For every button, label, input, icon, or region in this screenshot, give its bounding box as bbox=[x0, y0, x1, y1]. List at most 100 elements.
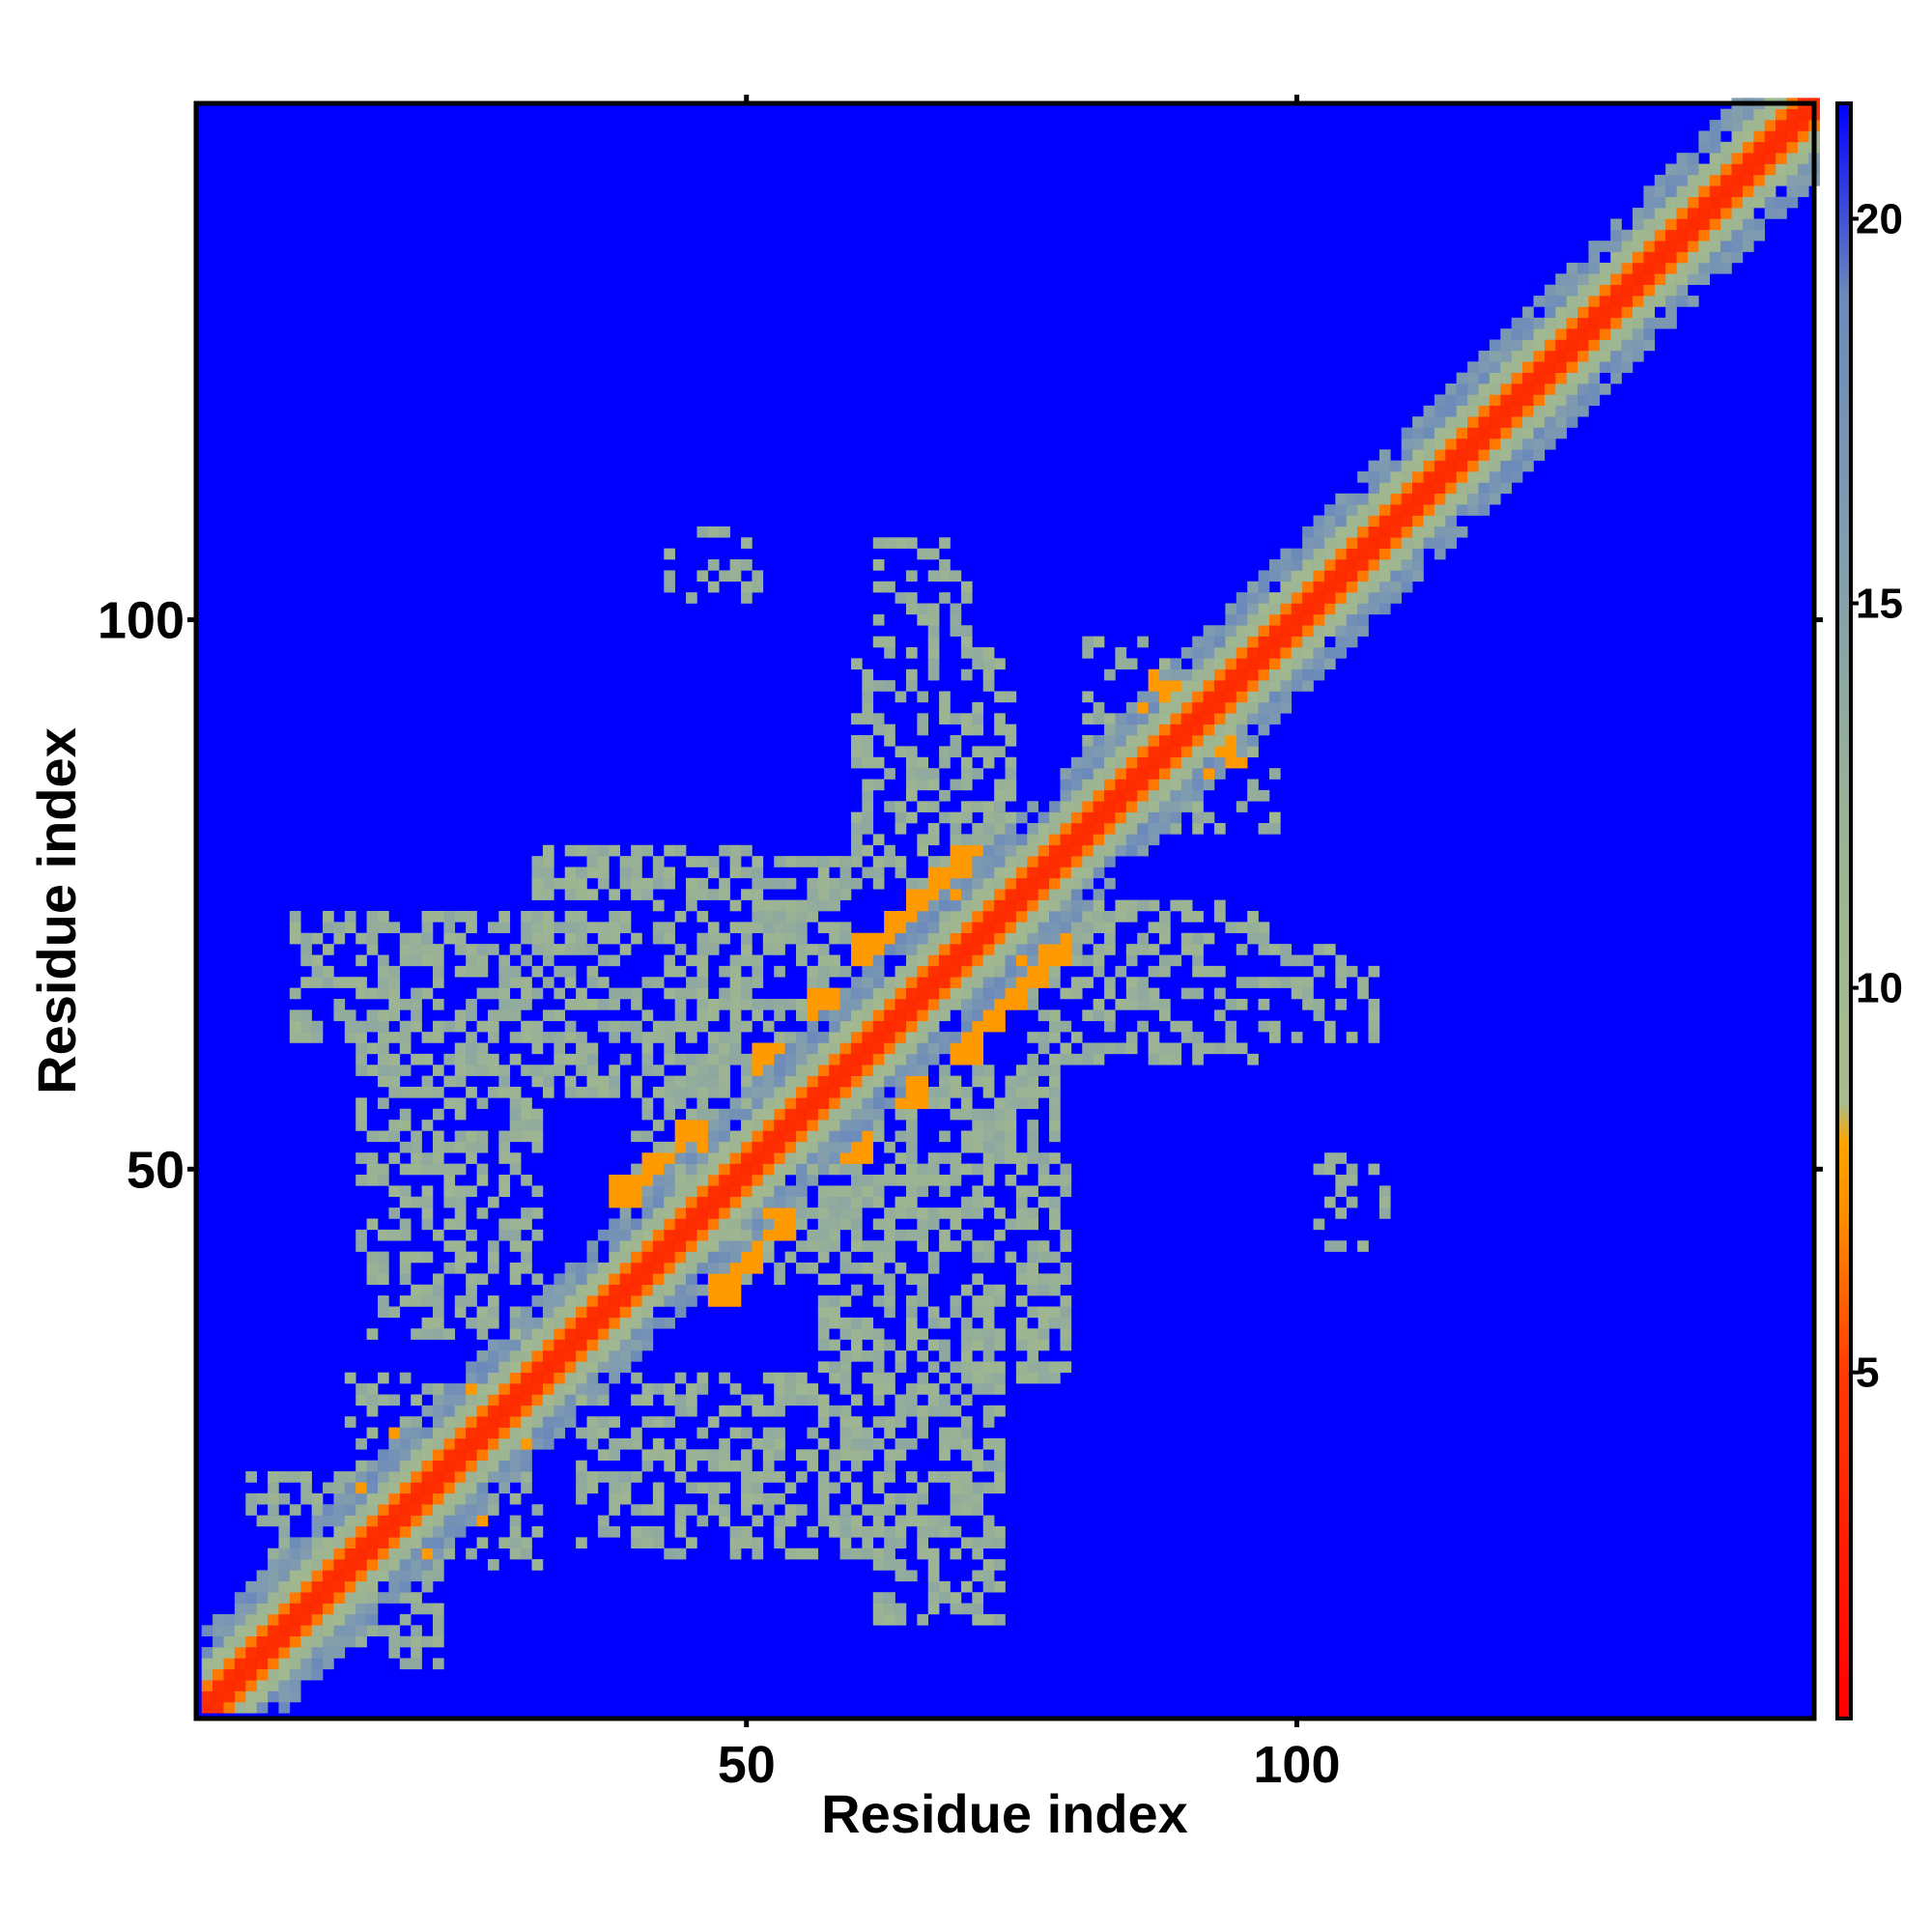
heatmap-cell bbox=[839, 1163, 852, 1176]
heatmap-cell bbox=[1434, 493, 1446, 505]
heatmap-cell bbox=[1522, 460, 1534, 472]
heatmap-cell bbox=[895, 1361, 907, 1374]
heatmap-cell bbox=[1170, 735, 1182, 747]
heatmap-cell bbox=[1346, 1174, 1358, 1186]
heatmap-cell bbox=[982, 998, 995, 1010]
heatmap-cell bbox=[752, 889, 764, 900]
heatmap-cell bbox=[1643, 196, 1656, 209]
heatmap-cell bbox=[872, 1251, 885, 1264]
heatmap-cell bbox=[421, 944, 434, 955]
heatmap-cell bbox=[289, 1613, 301, 1626]
heatmap-cell bbox=[641, 1251, 654, 1264]
colorbar bbox=[1835, 101, 1853, 1720]
heatmap-cell bbox=[762, 1196, 775, 1208]
heatmap-cell bbox=[652, 1185, 665, 1198]
heatmap-cell bbox=[311, 1580, 324, 1593]
heatmap-cell bbox=[1456, 394, 1468, 407]
heatmap-cell bbox=[807, 1053, 819, 1065]
heatmap-cell bbox=[1378, 493, 1391, 505]
heatmap-cell bbox=[1070, 779, 1083, 791]
heatmap-cell bbox=[696, 570, 709, 582]
heatmap-cell bbox=[1533, 405, 1546, 417]
heatmap-cell bbox=[1268, 613, 1281, 626]
heatmap-cell bbox=[289, 1680, 301, 1691]
heatmap-cell bbox=[1049, 1284, 1061, 1296]
heatmap-cell bbox=[652, 1482, 665, 1494]
heatmap-cell bbox=[498, 1065, 511, 1076]
heatmap-cell bbox=[884, 1372, 895, 1384]
heatmap-cell bbox=[432, 1383, 444, 1395]
heatmap-cell bbox=[1577, 405, 1589, 417]
heatmap-cell bbox=[388, 1515, 401, 1527]
heatmap-cell bbox=[960, 625, 973, 637]
heatmap-cell bbox=[631, 1185, 642, 1198]
heatmap-cell bbox=[311, 1658, 324, 1670]
heatmap-cell bbox=[817, 1273, 830, 1286]
heatmap-cell bbox=[311, 1525, 324, 1538]
heatmap-cell bbox=[631, 867, 642, 879]
heatmap-cell bbox=[707, 1108, 720, 1121]
heatmap-cell bbox=[1720, 241, 1732, 252]
heatmap-cell bbox=[1037, 867, 1050, 879]
heatmap-cell bbox=[1060, 1339, 1072, 1351]
heatmap-cell bbox=[1720, 174, 1732, 186]
heatmap-cell bbox=[1192, 911, 1204, 923]
heatmap-cell bbox=[905, 592, 918, 604]
heatmap-cell bbox=[1104, 735, 1116, 747]
heatmap-cell bbox=[862, 1174, 874, 1186]
heatmap-cell bbox=[895, 823, 907, 835]
heatmap-cell bbox=[1049, 1032, 1061, 1043]
heatmap-cell bbox=[707, 1449, 720, 1461]
heatmap-cell bbox=[1412, 438, 1424, 450]
heatmap-cell bbox=[1500, 339, 1512, 352]
heatmap-cell bbox=[686, 1504, 697, 1516]
heatmap-cell bbox=[652, 1208, 665, 1219]
heatmap-cell bbox=[432, 998, 444, 1010]
heatmap-cell bbox=[696, 1053, 709, 1065]
heatmap-cell bbox=[1268, 1020, 1281, 1033]
heatmap-cell bbox=[1060, 877, 1072, 890]
heatmap-cell bbox=[1412, 427, 1424, 440]
heatmap-cell bbox=[674, 1240, 687, 1252]
heatmap-cell bbox=[696, 987, 709, 1000]
heatmap-cell bbox=[817, 1229, 830, 1241]
heatmap-cell bbox=[1621, 361, 1634, 373]
heatmap-cell bbox=[1104, 789, 1116, 802]
heatmap-cell bbox=[609, 998, 620, 1010]
heatmap-cell bbox=[542, 1317, 554, 1329]
heatmap-cell bbox=[729, 559, 742, 571]
heatmap-cell bbox=[454, 1482, 467, 1494]
heatmap-cell bbox=[719, 1482, 730, 1494]
heatmap-cell bbox=[554, 1042, 566, 1055]
heatmap-cell bbox=[939, 570, 951, 582]
heatmap-cell bbox=[487, 1306, 499, 1319]
heatmap-cell bbox=[245, 1690, 257, 1703]
heatmap-cell bbox=[950, 1152, 962, 1164]
heatmap-cell bbox=[1170, 811, 1182, 824]
heatmap-cell bbox=[509, 1548, 522, 1560]
heatmap-cell bbox=[597, 1020, 610, 1033]
heatmap-cell bbox=[1125, 735, 1138, 747]
heatmap-cell bbox=[796, 1108, 808, 1121]
heatmap-cell bbox=[1258, 789, 1270, 802]
heatmap-cell bbox=[1093, 801, 1105, 812]
heatmap-cell bbox=[1268, 625, 1281, 637]
heatmap-cell bbox=[300, 1020, 312, 1033]
heatmap-cell bbox=[378, 1273, 389, 1286]
heatmap-cell bbox=[762, 1185, 775, 1198]
heatmap-cell bbox=[619, 1185, 632, 1198]
heatmap-cell bbox=[807, 965, 819, 978]
heatmap-cell bbox=[443, 1427, 456, 1439]
heatmap-cell bbox=[378, 1251, 389, 1264]
heatmap-cell bbox=[1445, 537, 1457, 549]
heatmap-cell bbox=[982, 899, 995, 912]
heatmap-cell bbox=[1742, 241, 1754, 252]
heatmap-cell bbox=[917, 1405, 929, 1417]
heatmap-cell bbox=[1676, 262, 1689, 274]
heatmap-cell bbox=[927, 668, 940, 681]
heatmap-cell bbox=[1335, 647, 1348, 659]
heatmap-cell bbox=[466, 1086, 477, 1098]
heatmap-cell bbox=[1115, 834, 1127, 846]
heatmap-cell bbox=[1378, 504, 1391, 516]
heatmap-cell bbox=[829, 1449, 840, 1461]
